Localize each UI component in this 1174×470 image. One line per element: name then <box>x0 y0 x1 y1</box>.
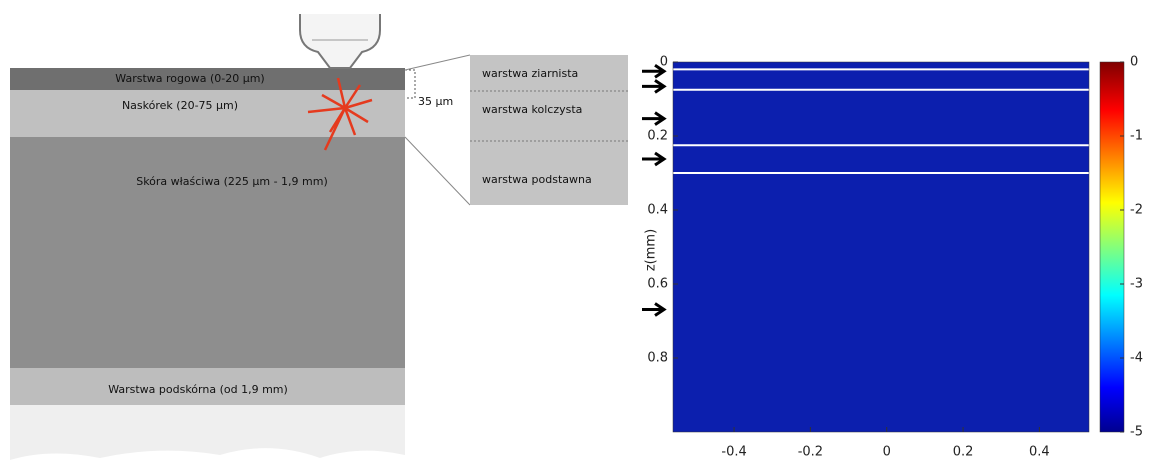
depth-arrow <box>642 304 664 316</box>
y-tick-label: 0.2 <box>647 129 668 144</box>
depth-arrow <box>642 80 664 92</box>
colorbar-tick-label: -1 <box>1130 129 1143 144</box>
colorbar-tick-label: -4 <box>1130 351 1143 366</box>
chart: z(mm) -0.4 -0.2 0 0.2 0.4 0 0.2 0.4 0.6 0.8 0 -1 -2 -… <box>642 0 1143 460</box>
colorbar <box>1100 62 1124 432</box>
colorbar-tick-label: -5 <box>1130 425 1143 440</box>
y-tick-label: 0 <box>660 55 668 70</box>
x-tick-label: 0 <box>883 445 891 460</box>
inset-label: warstwa ziarnista <box>482 67 578 80</box>
bracket <box>405 70 415 98</box>
lower-tissue <box>10 405 405 460</box>
layer-label: Warstwa rogowa (0-20 µm) <box>115 72 264 85</box>
colorbar-tick-label: 0 <box>1130 55 1138 70</box>
depth-arrow <box>642 153 664 165</box>
y-axis-label: z(mm) <box>644 229 659 271</box>
layer-label: Warstwa podskórna (od 1,9 mm) <box>108 383 288 396</box>
layer-dermis <box>10 137 405 368</box>
layer-label: Skóra właściwa (225 µm - 1,9 mm) <box>136 175 328 188</box>
x-tick-label: -0.4 <box>721 445 746 460</box>
colorbar-tick-label: -3 <box>1130 277 1143 292</box>
y-tick-label: 0.8 <box>647 351 668 366</box>
y-tick-label: 0.6 <box>647 277 668 292</box>
objective <box>300 14 380 68</box>
x-tick-label: 0.4 <box>1029 445 1050 460</box>
y-tick-label: 0.4 <box>647 203 668 218</box>
colorbar-tick-label: -2 <box>1130 203 1143 218</box>
figure: Warstwa rogowa (0-20 µm) Naskórek (20-75… <box>0 0 1174 466</box>
layer-label: Naskórek (20-75 µm) <box>122 99 238 112</box>
inset-label: warstwa kolczysta <box>482 103 582 116</box>
x-tick-label: 0.2 <box>953 445 974 460</box>
inset-label: warstwa podstawna <box>482 173 592 186</box>
depth-label: 35 µm <box>418 95 453 108</box>
depth-arrow <box>642 113 664 125</box>
x-tick-label: -0.2 <box>798 445 823 460</box>
skin-diagram: Warstwa rogowa (0-20 µm) Naskórek (20-75… <box>10 14 628 460</box>
